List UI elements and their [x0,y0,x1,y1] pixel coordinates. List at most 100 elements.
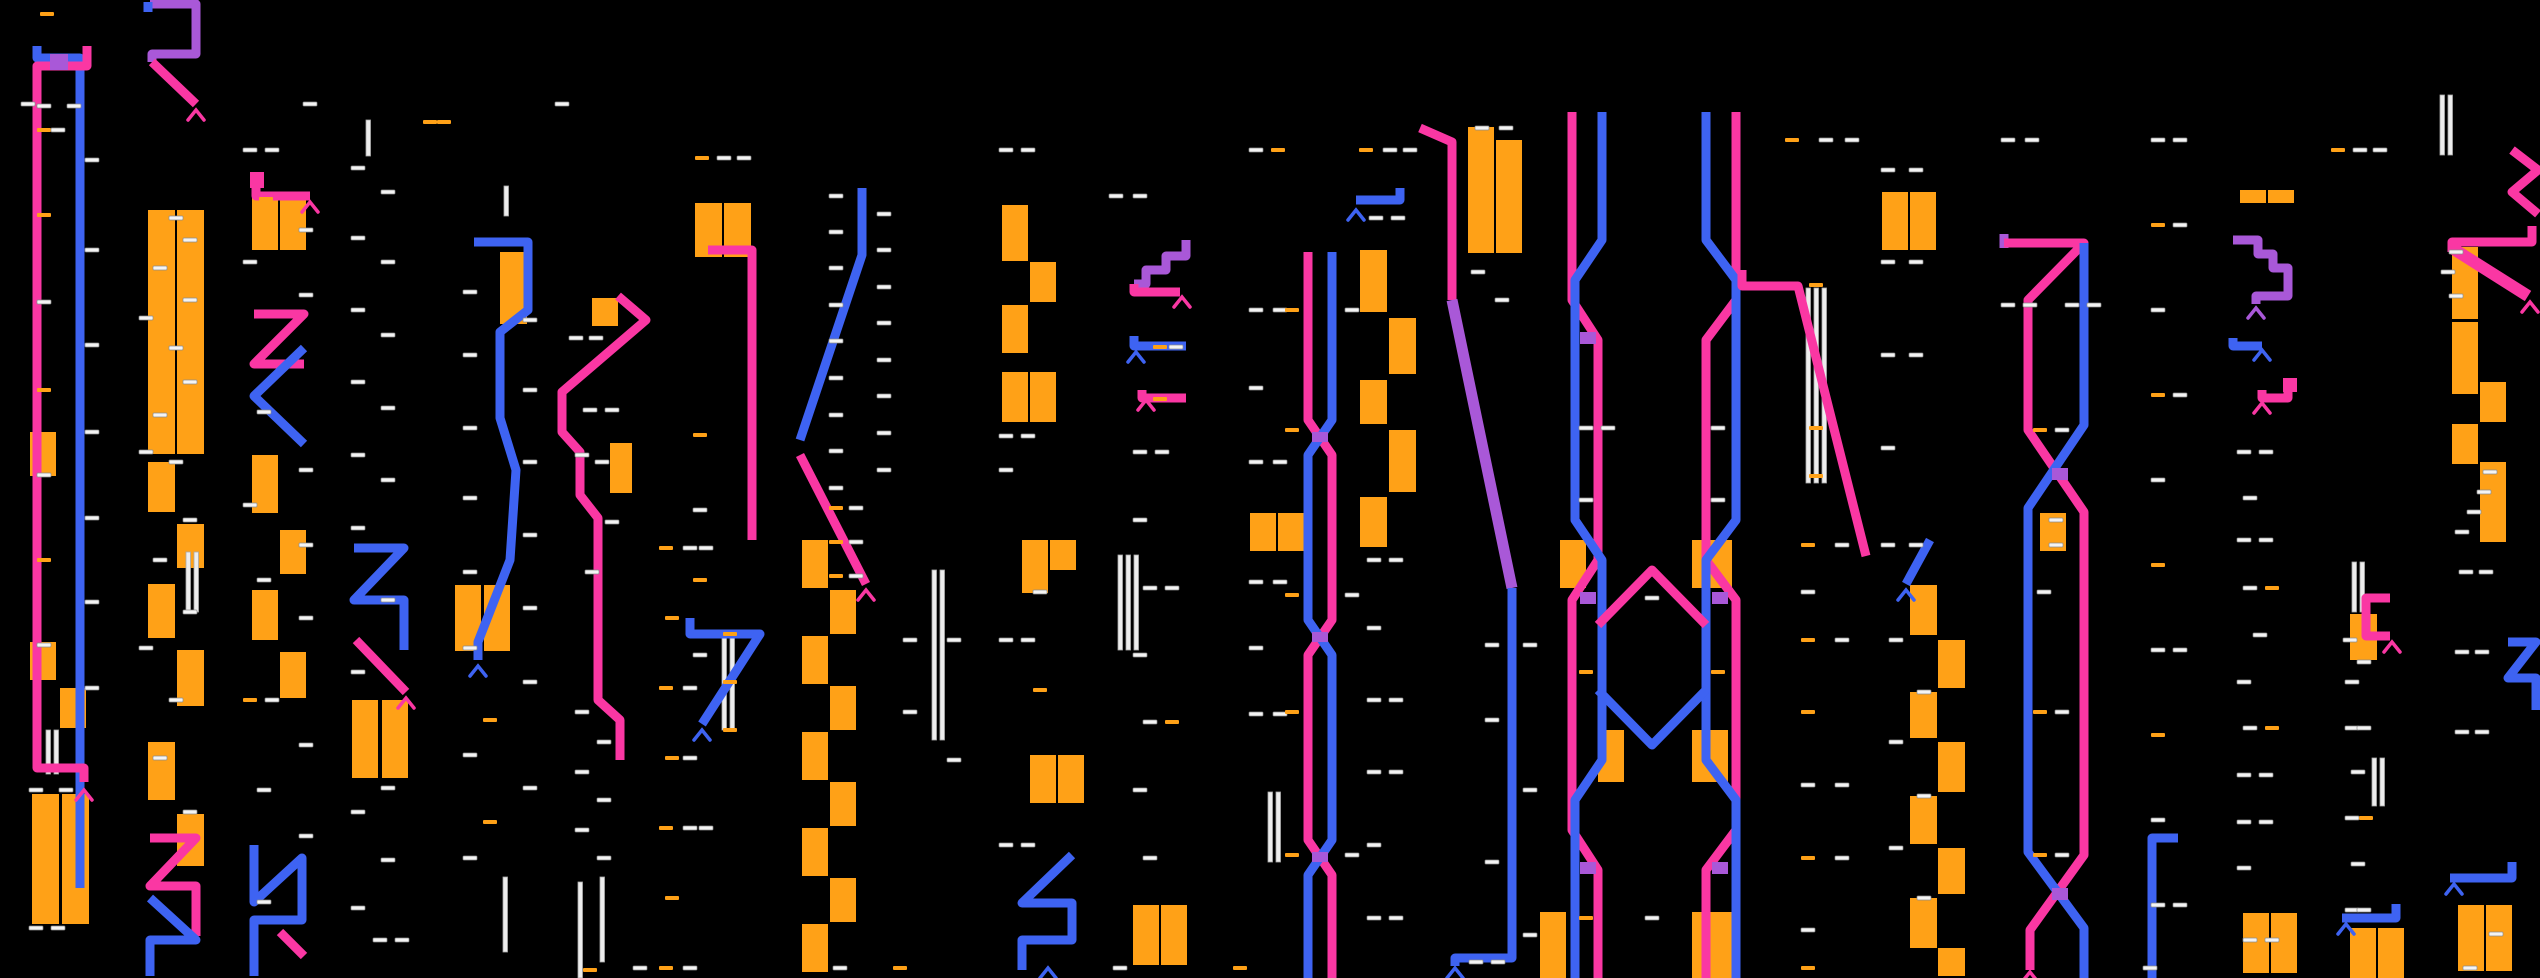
tick-mark [1800,927,1816,933]
tick-mark [1142,855,1158,861]
tick-mark [350,235,366,241]
tick-mark [659,546,673,550]
white-bar [45,729,51,775]
tick-mark [483,718,497,722]
tick-mark [1033,688,1047,692]
orange-block [802,636,828,684]
tick-mark [302,101,318,107]
tick-mark [2474,729,2490,735]
orange-block [280,652,306,698]
tick-mark [574,709,590,715]
tick-mark [2236,865,2252,871]
white-bar [1813,287,1819,484]
tick-mark [2344,679,2360,685]
tick-mark [1800,782,1816,788]
tick-mark [138,645,154,651]
tick-mark [1801,966,1815,970]
track-line [249,845,307,976]
tick-mark [946,757,962,763]
tick-mark [2264,937,2280,943]
tick-mark [998,842,1014,848]
tick-mark [1344,592,1360,598]
track-line [2147,833,2178,978]
tick-mark [36,299,52,305]
orange-block [1910,585,1937,635]
tick-mark [462,645,478,651]
tick-mark [1153,397,1167,401]
tick-mark [1020,842,1036,848]
tick-mark [1880,259,1896,265]
orange-block [1938,742,1965,792]
tick-mark [242,147,258,153]
tick-mark [1248,307,1264,313]
tick-mark [876,284,892,290]
tick-mark [2151,223,2165,227]
tick-mark [2172,902,2188,908]
track-line [2448,242,2532,302]
tick-mark [2033,710,2047,714]
tick-mark [1153,345,1167,349]
tick-mark [37,128,51,132]
tick-mark [692,507,708,513]
tick-mark [876,211,892,217]
tick-mark [698,825,714,831]
orange-block [1022,540,1048,593]
tick-mark [2488,931,2504,937]
tick-mark [36,103,52,109]
white-bar [1117,554,1123,651]
chevron-arrow-icon [2252,400,2272,415]
tick-mark [84,599,100,605]
tick-mark [1164,585,1180,591]
overlap-patch [1712,862,1728,874]
chevron-arrow-icon [1136,397,1156,412]
tick-mark [350,905,366,911]
tick-mark [138,449,154,455]
track-line [145,894,201,976]
tick-mark [462,425,478,431]
tick-mark [893,966,907,970]
white-bar [1133,554,1139,651]
tick-mark [1020,147,1036,153]
tick-mark [152,265,168,271]
orange-block [1938,640,1965,688]
tick-mark [84,685,100,691]
track-line [473,237,533,660]
tick-mark [462,352,478,358]
tick-mark [462,855,478,861]
orange-block [592,298,618,326]
tick-mark [2454,529,2470,535]
tick-mark [380,477,396,483]
tick-mark [2048,542,2064,548]
orange-block [1692,912,1732,978]
tick-mark [2476,489,2492,495]
tick-mark [2064,302,2080,308]
tick-mark [522,679,538,685]
tick-mark [138,315,154,321]
chevron-arrow-icon [692,727,712,742]
tick-mark [1285,593,1299,597]
orange-block [2486,905,2512,971]
tick-mark [2036,589,2052,595]
tick-mark [1248,385,1264,391]
tick-mark [1108,193,1124,199]
chevron-arrow-icon [1346,207,1366,222]
tick-mark [2440,269,2456,275]
tick-mark [1494,297,1510,303]
orange-block [802,828,828,876]
overlap-patch [50,54,68,70]
overlap-patch [1712,592,1728,604]
tick-mark [1470,269,1486,275]
tick-mark [1248,459,1264,465]
orange-block [148,742,175,800]
overlap-patch [1312,852,1328,862]
white-bar [2379,757,2385,807]
track-line [2233,235,2293,304]
orange-block [32,794,59,924]
chevron-arrow-icon [2252,347,2272,362]
orange-block [148,210,175,454]
orange-block [830,590,856,634]
tick-mark [1834,782,1850,788]
tick-mark [665,616,679,620]
tick-mark [1644,595,1660,601]
orange-block [2240,190,2266,203]
